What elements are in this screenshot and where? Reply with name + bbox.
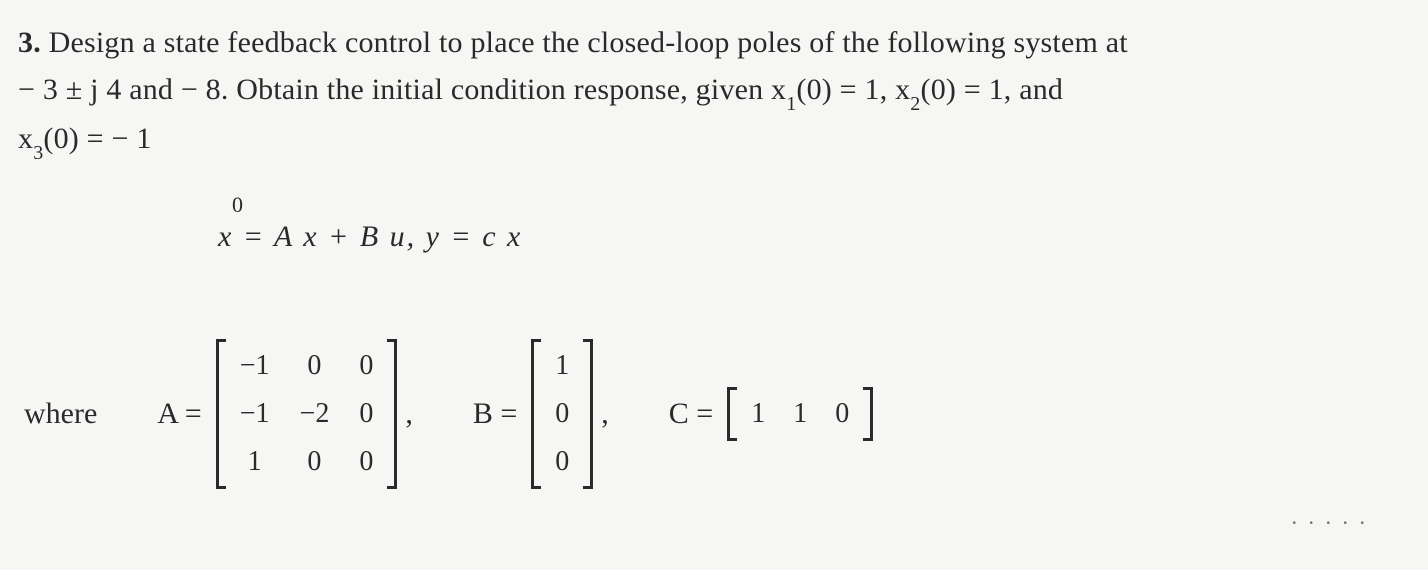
matrix-a-block: A = −1 0 0 −1 −2 0 1 0 0 ,	[157, 339, 413, 489]
a-cell: 1	[240, 446, 270, 478]
right-bracket-icon	[583, 339, 597, 489]
scan-noise-dots: . . . . .	[1292, 504, 1369, 530]
problem-line1: Design a state feedback control to place…	[49, 26, 1128, 59]
left-bracket-icon	[212, 339, 226, 489]
matrix-c-bracket: 1 1 0	[723, 387, 877, 441]
sub-x1: 1	[786, 93, 796, 115]
overscript-zero: 0	[232, 192, 245, 218]
b-cell: 1	[555, 350, 569, 382]
problem-line2a: − 3 ± j 4 and − 8. Obtain the initial co…	[18, 73, 786, 106]
state-equation-text: x = A x + B u, y = c x	[218, 220, 522, 253]
matrix-b-block: B = 1 0 0 ,	[473, 339, 609, 489]
a-cell: 0	[300, 350, 330, 382]
left-bracket-icon	[527, 339, 541, 489]
matrix-c-block: C = 1 1 0	[669, 387, 881, 441]
c-cell: 1	[751, 398, 765, 430]
problem-number: 3.	[18, 26, 41, 59]
c-cell: 1	[793, 398, 807, 430]
matrix-c-grid: 1 1 0	[737, 387, 863, 441]
sub-x2: 2	[910, 93, 920, 115]
ic1-rest: (0) = 1, x	[796, 73, 910, 106]
a-cell: −1	[240, 398, 270, 430]
c-cell: 0	[835, 398, 849, 430]
state-equation: 0 x = A x + B u, y = c x	[218, 220, 1400, 254]
ic3-rest: (0) = − 1	[43, 122, 151, 155]
problem-line3a: x	[18, 122, 33, 155]
matrix-a-bracket: −1 0 0 −1 −2 0 1 0 0	[212, 339, 402, 489]
a-cell: 0	[359, 446, 373, 478]
a-cell: −2	[300, 398, 330, 430]
a-cell: 0	[300, 446, 330, 478]
sub-x3: 3	[33, 142, 43, 164]
ic2-rest: (0) = 1, and	[921, 73, 1064, 106]
right-bracket-icon	[387, 339, 401, 489]
matrix-c-label: C =	[669, 397, 713, 431]
matrix-b-bracket: 1 0 0	[527, 339, 597, 489]
page: 3. Design a state feedback control to pl…	[0, 0, 1428, 570]
b-cell: 0	[555, 446, 569, 478]
where-label: where	[24, 397, 97, 431]
matrix-b-label: B =	[473, 397, 517, 431]
problem-statement: 3. Design a state feedback control to pl…	[18, 20, 1400, 165]
matrices-row: where A = −1 0 0 −1 −2 0 1 0 0 ,	[18, 339, 1400, 489]
a-cell: −1	[240, 350, 270, 382]
matrix-b-comma: ,	[601, 397, 609, 431]
left-bracket-icon	[723, 387, 737, 441]
a-cell: 0	[359, 398, 373, 430]
right-bracket-icon	[863, 387, 877, 441]
matrix-a-comma: ,	[405, 397, 413, 431]
matrix-b-grid: 1 0 0	[541, 339, 583, 489]
matrix-a-grid: −1 0 0 −1 −2 0 1 0 0	[226, 339, 388, 489]
a-cell: 0	[359, 350, 373, 382]
b-cell: 0	[555, 398, 569, 430]
matrix-a-label: A =	[157, 397, 201, 431]
